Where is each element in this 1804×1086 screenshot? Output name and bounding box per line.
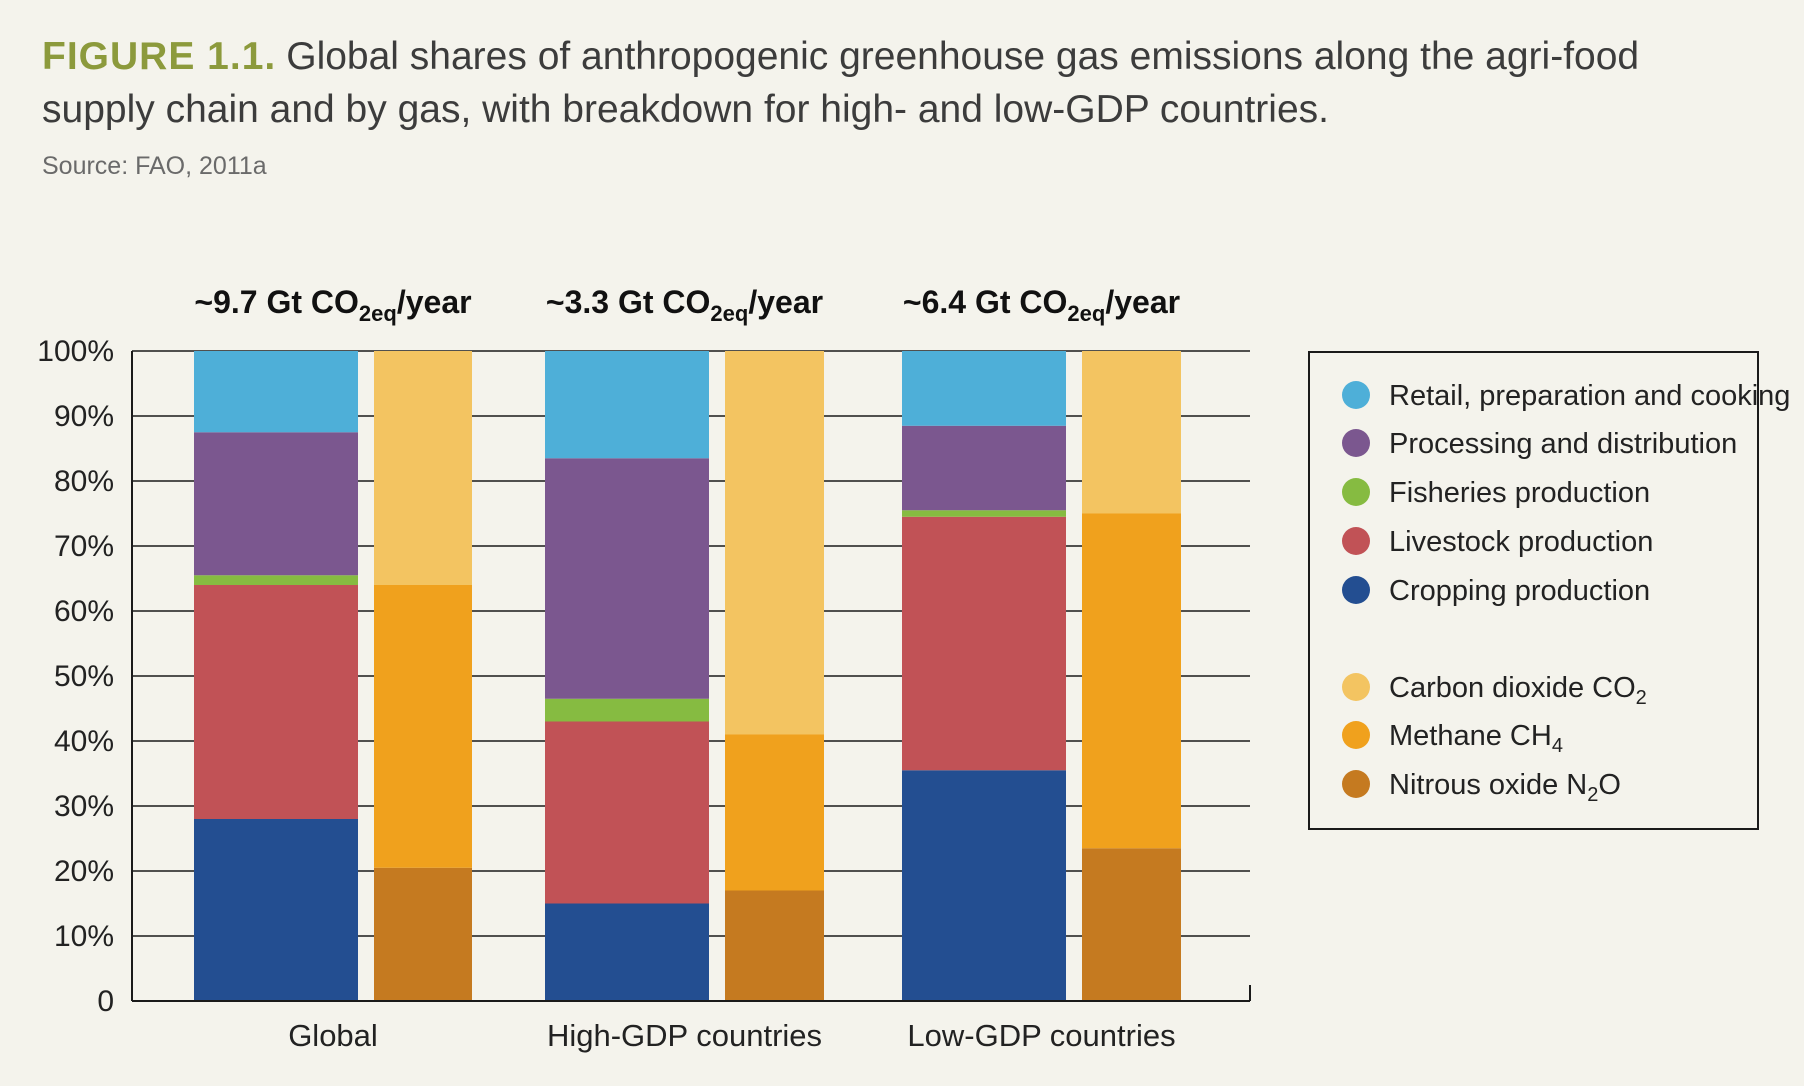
bar-fisheries-global — [194, 575, 358, 585]
total-label: ~9.7 Gt CO2eq/year — [194, 284, 471, 326]
bar-processing-high-gdp-countries — [545, 458, 709, 699]
legend-swatch-retail — [1342, 381, 1370, 409]
figure-title-text: Global shares of anthropogenic greenhous… — [42, 35, 1640, 131]
legend-label-processing: Processing and distribution — [1389, 428, 1737, 460]
bar-ch4-global — [374, 585, 472, 868]
bar-co2-low-gdp-countries — [1082, 351, 1181, 514]
legend-box — [1308, 351, 1759, 830]
bar-processing-global — [194, 432, 358, 576]
figure-source: Source: FAO, 2011a — [42, 152, 267, 180]
bar-cropping-global — [194, 819, 358, 1001]
bar-retail-high-gdp-countries — [545, 351, 709, 459]
y-tick-label: 30% — [54, 790, 114, 823]
y-tick-labels: 0 10% 20% 30% 40% 50% 60% 70% 80% 90% 100% — [37, 335, 114, 1018]
legend-label-fisheries: Fisheries production — [1389, 477, 1650, 509]
bar-livestock-high-gdp-countries — [545, 721, 709, 904]
figure-title: FIGURE 1.1. Global shares of anthropogeni… — [42, 30, 1762, 136]
legend-swatch-ch4 — [1342, 721, 1370, 749]
bar-n2o-high-gdp-countries — [725, 890, 824, 1001]
legend-label-co2: Carbon dioxide CO2​ — [1389, 672, 1647, 709]
legend-swatch-n2o — [1342, 770, 1370, 798]
axes — [131, 351, 1251, 1002]
bar-co2-global — [374, 351, 472, 585]
legend-label-ch4: Methane CH4​ — [1389, 720, 1563, 757]
y-tick-label: 100% — [37, 335, 114, 368]
category-label: High-GDP countries — [547, 1018, 822, 1053]
total-label: ~6.4 Gt CO2eq/year — [903, 284, 1180, 326]
legend-swatch-cropping — [1342, 576, 1370, 604]
legend-swatch-livestock — [1342, 527, 1370, 555]
legend-label-retail: Retail, preparation and cooking — [1389, 380, 1790, 412]
legend-label-livestock: Livestock production — [1389, 526, 1653, 558]
y-tick-label: 20% — [54, 855, 114, 888]
y-tick-label: 50% — [54, 660, 114, 693]
y-tick-label: 90% — [54, 400, 114, 433]
bar-livestock-low-gdp-countries — [902, 516, 1066, 771]
category-labels: Global High-GDP countries Low-GDP countrie… — [288, 1018, 1175, 1053]
bar-ch4-low-gdp-countries — [1082, 513, 1181, 849]
bar-co2-high-gdp-countries — [725, 351, 824, 735]
bar-fisheries-low-gdp-countries — [902, 510, 1066, 517]
total-labels: ~9.7 Gt CO2eq/year ~3.3 Gt CO2eq/year ~6.4… — [194, 284, 1180, 326]
figure-label: FIGURE 1.1. — [42, 35, 277, 78]
bar-retail-global — [194, 351, 358, 433]
y-tick-label: 70% — [54, 530, 114, 563]
legend: Retail, preparation and cooking Processin… — [1308, 351, 1790, 830]
y-tick-label: 80% — [54, 465, 114, 498]
legend-swatch-processing — [1342, 429, 1370, 457]
total-label: ~3.3 Gt CO2eq/year — [546, 284, 823, 326]
bar-n2o-global — [374, 867, 472, 1001]
bar-processing-low-gdp-countries — [902, 425, 1066, 511]
bar-fisheries-high-gdp-countries — [545, 698, 709, 722]
y-tick-label: 10% — [54, 920, 114, 953]
legend-swatch-co2 — [1342, 673, 1370, 701]
category-label: Low-GDP countries — [907, 1018, 1175, 1053]
y-tick-label: 40% — [54, 725, 114, 758]
bar-n2o-low-gdp-countries — [1082, 848, 1181, 1001]
y-tick-label: 60% — [54, 595, 114, 628]
bar-livestock-global — [194, 585, 358, 819]
bars — [194, 351, 1181, 1001]
bar-cropping-low-gdp-countries — [902, 770, 1066, 1001]
legend-swatch-fisheries — [1342, 478, 1370, 506]
bar-cropping-high-gdp-countries — [545, 903, 709, 1001]
legend-label-cropping: Cropping production — [1389, 575, 1650, 607]
figure-header: FIGURE 1.1. Global shares of anthropogeni… — [42, 30, 1762, 181]
y-tick-label: 0 — [97, 985, 114, 1018]
bar-ch4-high-gdp-countries — [725, 734, 824, 891]
category-label: Global — [288, 1018, 378, 1053]
legend-label-n2o: Nitrous oxide N2O — [1389, 769, 1621, 806]
bar-retail-low-gdp-countries — [902, 351, 1066, 426]
